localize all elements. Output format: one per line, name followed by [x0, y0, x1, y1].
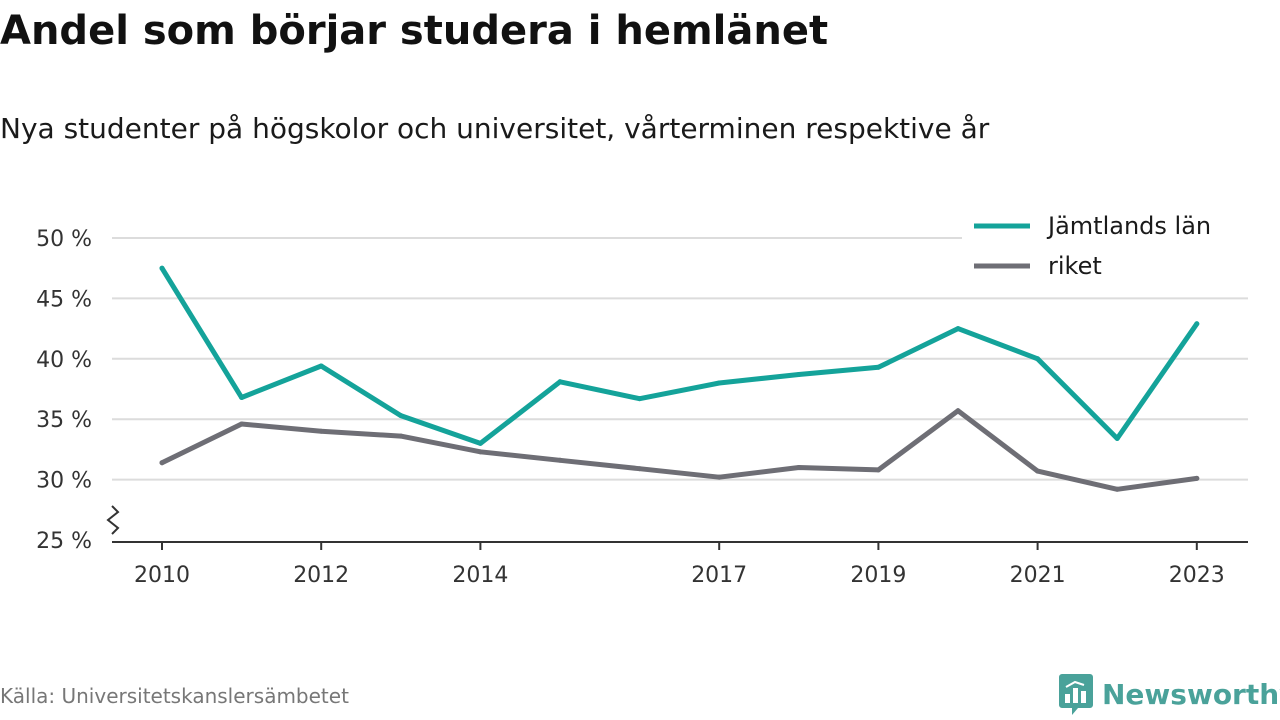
data-point — [159, 265, 165, 271]
x-axis — [106, 505, 1248, 543]
x-tick-label: 2021 — [1010, 563, 1066, 588]
data-point — [1194, 475, 1200, 481]
data-point — [637, 466, 643, 472]
legend: Jämtlands län riket — [962, 208, 1252, 292]
source-note: Källa: Universitetskanslersämbetet — [0, 684, 349, 708]
x-tick-label: 2017 — [691, 563, 747, 588]
bar-chart-speech-bubble-icon — [1059, 674, 1093, 715]
legend-label: riket — [1048, 252, 1102, 280]
x-tick-label: 2010 — [134, 563, 190, 588]
data-point — [875, 364, 881, 370]
x-axis-ticks: 2010 2012 2014 2017 2019 2021 2023 — [134, 542, 1225, 588]
data-point — [159, 460, 165, 466]
brand-name: Newsworthy — [1102, 677, 1280, 711]
legend-background — [962, 208, 1252, 292]
y-tick-label: 30 % — [36, 469, 92, 494]
y-tick-label: 40 % — [36, 348, 92, 373]
data-point — [1114, 436, 1120, 442]
data-point — [318, 363, 324, 369]
x-tick-label: 2012 — [293, 563, 349, 588]
y-tick-label: 35 % — [36, 408, 92, 433]
data-point — [318, 428, 324, 434]
data-point — [557, 457, 563, 463]
data-point — [716, 380, 722, 386]
x-tick-label: 2023 — [1169, 563, 1225, 588]
data-point — [239, 394, 245, 400]
data-point — [796, 465, 802, 471]
data-point — [1035, 468, 1041, 474]
data-point — [477, 449, 483, 455]
data-point — [477, 440, 483, 446]
data-point — [239, 421, 245, 427]
line-chart: 25 %30 %35 %40 %45 %50 % 2010 2012 2014 201… — [36, 208, 1252, 588]
data-point — [398, 413, 404, 419]
data-point — [637, 396, 643, 402]
data-point — [1035, 356, 1041, 362]
chart-subtitle: Nya studenter på högskolor och universit… — [0, 112, 990, 145]
y-tick-label: 45 % — [36, 287, 92, 312]
data-point — [955, 326, 961, 332]
legend-label: Jämtlands län — [1046, 212, 1211, 240]
brand-logo: Newsworthy — [1058, 672, 1280, 716]
data-point — [1194, 321, 1200, 327]
axis-break-icon — [106, 505, 120, 535]
chart-title: Andel som börjar studera i hemlänet — [0, 8, 829, 54]
data-point — [716, 474, 722, 480]
y-tick-label: 50 % — [36, 227, 92, 252]
series-lines — [159, 265, 1200, 492]
data-point — [1114, 486, 1120, 492]
data-point — [557, 379, 563, 385]
data-point — [398, 433, 404, 439]
series-line — [159, 408, 1200, 492]
data-point — [875, 467, 881, 473]
y-axis-ticks: 25 % 30 % 35 % 40 % 45 % 50 % — [36, 227, 92, 554]
x-tick-label: 2014 — [452, 563, 508, 588]
data-point — [955, 408, 961, 414]
series-line — [159, 265, 1200, 446]
data-point — [796, 372, 802, 378]
x-tick-label: 2019 — [850, 563, 906, 588]
y-tick-label: 25 % — [36, 529, 92, 554]
